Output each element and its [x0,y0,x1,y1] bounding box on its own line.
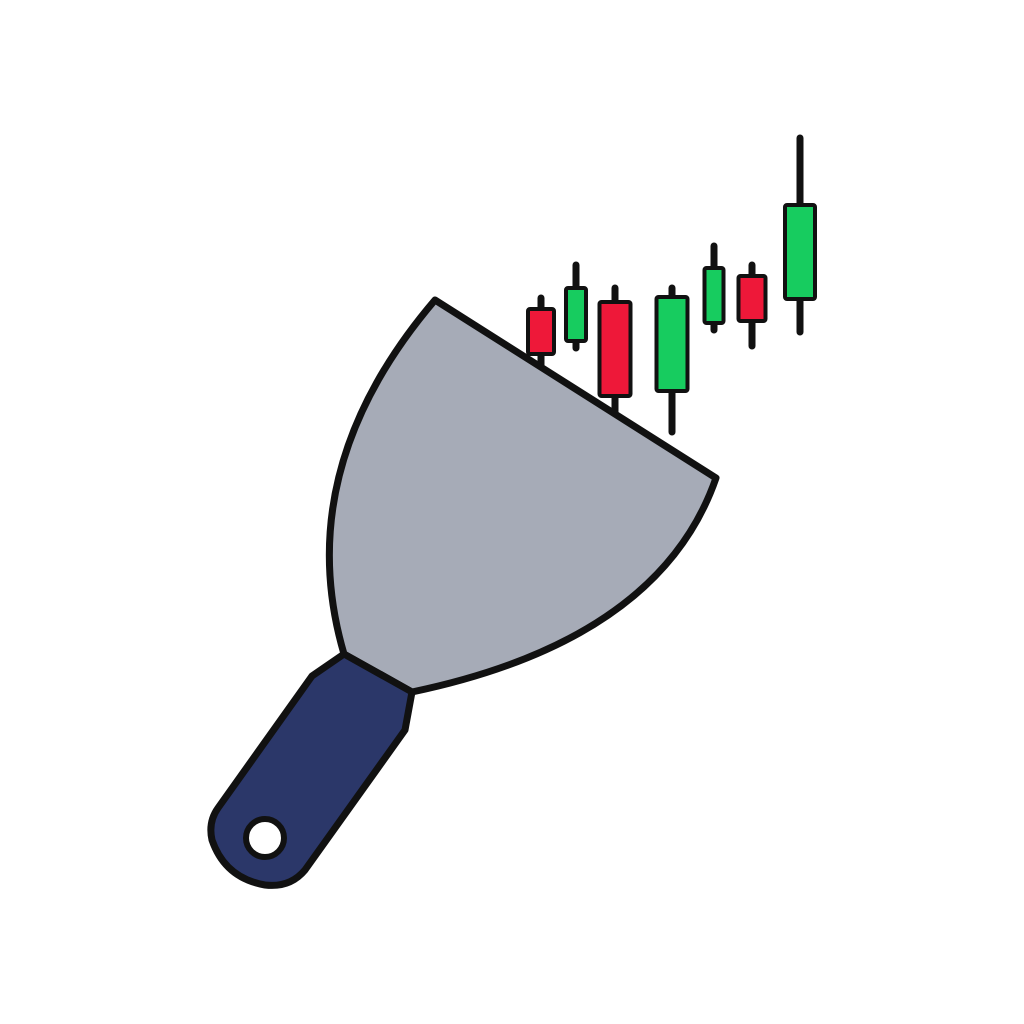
scraper-handle [207,650,416,889]
candle-up [783,134,817,336]
candle-body [783,203,817,301]
candle-body [654,295,690,393]
candle-body [702,266,726,325]
candle-down [597,284,633,416]
candle-down [736,261,768,350]
candlestick-chart-icon [526,134,817,436]
candle-down [526,294,556,376]
candle-body [526,307,556,356]
candle-up [702,242,726,334]
candle-up [654,284,690,436]
candle-body [736,274,768,323]
candle-up [564,261,588,352]
hang-hole [243,816,287,860]
candle-body [597,300,633,398]
candle-body [564,286,588,343]
